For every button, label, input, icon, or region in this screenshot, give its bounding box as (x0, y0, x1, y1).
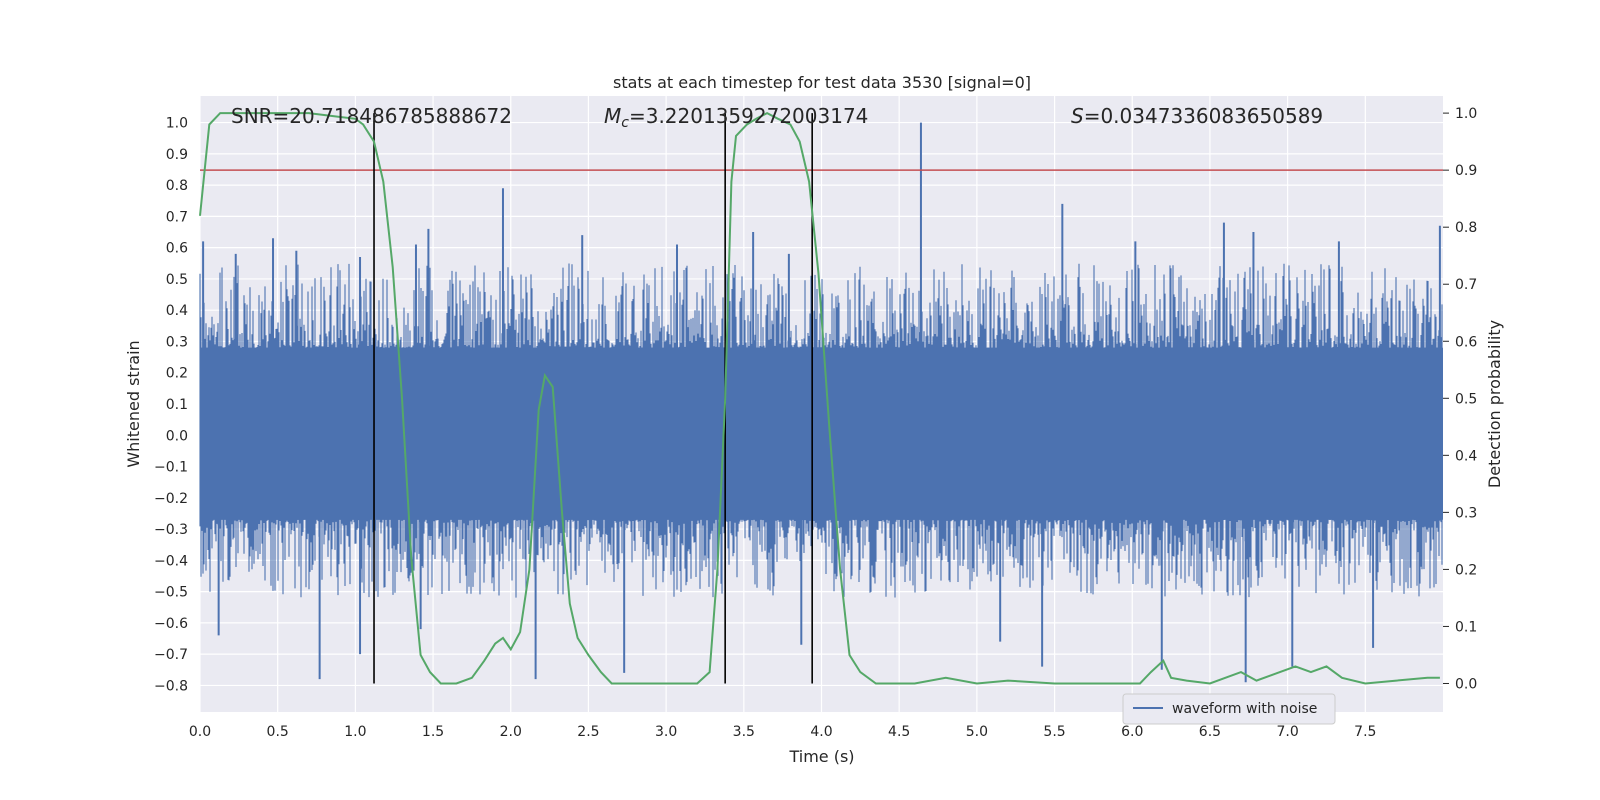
s-annotation: S=0.0347336083650589 (1071, 104, 1323, 128)
detection-probability-line (199, 111, 1440, 685)
y-left-tick-label: −0.4 (154, 553, 188, 569)
x-tick-label: 7.0 (1276, 724, 1298, 740)
y-right-tick-label: 0.5 (1455, 391, 1477, 407)
y-right-tick-label: 0.6 (1455, 334, 1477, 350)
legend: waveform with noise (1122, 693, 1336, 725)
y-left-tick-label: 0.9 (166, 147, 188, 163)
x-tick-label: 1.0 (344, 724, 366, 740)
x-axis-label: Time (s) (788, 747, 854, 766)
chirp-mass-value: =3.2201359272003174 (629, 104, 868, 128)
y-right-tick-label: 0.0 (1455, 676, 1477, 692)
y-right-tick-label: 0.7 (1455, 277, 1477, 293)
y-left-tick-label: −0.1 (154, 460, 188, 476)
y-left-tick-label: 0.1 (166, 397, 188, 413)
chirp-mass-annotation: Mc=3.2201359272003174 (604, 104, 868, 131)
strain-noise-trace (199, 263, 1443, 598)
snr-annotation: SNR=20.718486785888672 (231, 104, 512, 128)
y-left-tick-label: 0.6 (166, 241, 188, 257)
y-left-tick-label: 0.3 (166, 334, 188, 350)
x-tick-label: 3.0 (655, 724, 677, 740)
y-left-tick-label: −0.6 (154, 616, 188, 632)
y-axis-right-label: Detection probability (1485, 320, 1504, 488)
y-left-tick-label: −0.5 (154, 585, 188, 601)
y-left-tick-label: 0.7 (166, 209, 188, 225)
y-left-tick-label: 0.4 (166, 303, 188, 319)
y-left-tick-label: −0.7 (154, 647, 188, 663)
x-tick-label: 6.0 (1121, 724, 1143, 740)
x-tick-label: 5.0 (966, 724, 988, 740)
x-tick-label: 4.0 (810, 724, 832, 740)
chirp-mass-subscript: c (621, 115, 629, 131)
chart-title: stats at each timestep for test data 353… (613, 73, 1031, 92)
y-axis-left-label: Whitened strain (124, 340, 143, 467)
probability-layer (199, 111, 1440, 685)
y-left-tick-label: 0.2 (166, 366, 188, 382)
chirp-mass-symbol: M (604, 104, 621, 128)
x-tick-label: 1.5 (422, 724, 444, 740)
y-right-tick-label: 0.8 (1455, 220, 1477, 236)
y-left-tick-label: −0.3 (154, 522, 188, 538)
x-tick-label: 7.5 (1354, 724, 1376, 740)
x-tick-label: 3.5 (733, 724, 755, 740)
x-tick-label: 0.5 (267, 724, 289, 740)
y-left-tick-label: −0.2 (154, 491, 188, 507)
x-tick-label: 5.5 (1043, 724, 1065, 740)
y-right-tick-label: 0.4 (1455, 448, 1477, 464)
legend-label: waveform with noise (1172, 701, 1317, 717)
x-tick-label: 0.0 (189, 724, 211, 740)
y-left-tick-label: 0.8 (166, 178, 188, 194)
s-symbol: S (1071, 104, 1084, 128)
legend-box (1122, 693, 1336, 725)
s-value: =0.0347336083650589 (1084, 104, 1323, 128)
y-right-tick-label: 0.2 (1455, 562, 1477, 578)
y-right-tick-label: 0.9 (1455, 163, 1477, 179)
y-right-tick-label: 1.0 (1455, 106, 1477, 122)
y-left-tick-label: 1.0 (166, 116, 188, 132)
y-left-tick-label: −0.8 (154, 678, 188, 694)
y-left-tick-label: 0.5 (166, 272, 188, 288)
x-tick-label: 2.0 (500, 724, 522, 740)
strain-spike-layer (199, 122, 1443, 683)
x-tick-label: 6.5 (1199, 724, 1221, 740)
tick-layer: 0.0 0.5 1.0 1.5 2.0 2.5 3.0 3.5 4.0 4.5 5.0 5.5 6.0 6… (154, 106, 1477, 740)
y-right-tick-label: 0.1 (1455, 619, 1477, 635)
x-tick-label: 2.5 (577, 724, 599, 740)
y-left-tick-label: 0.0 (166, 428, 188, 444)
x-tick-label: 4.5 (888, 724, 910, 740)
y-right-tick-label: 0.3 (1455, 505, 1477, 521)
